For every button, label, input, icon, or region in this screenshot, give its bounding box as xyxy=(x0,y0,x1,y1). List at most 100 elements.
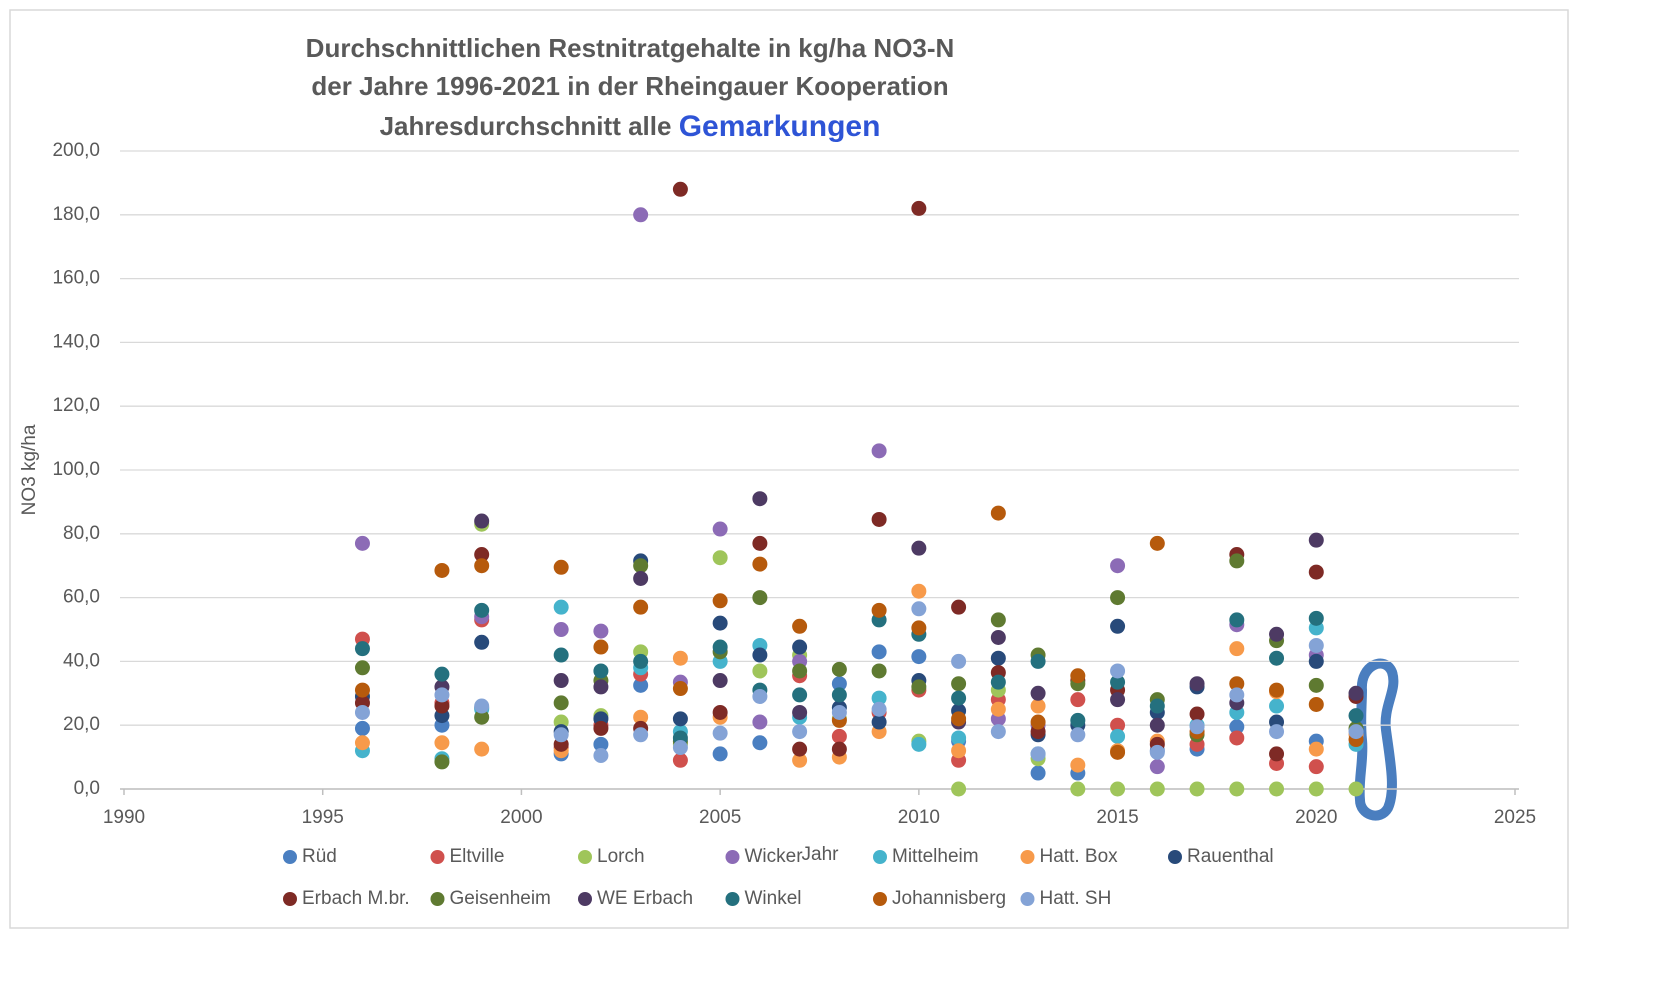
data-point xyxy=(990,505,1006,521)
data-point xyxy=(911,620,927,636)
legend-label: WE Erbach xyxy=(597,888,693,909)
data-point xyxy=(593,720,609,736)
data-point xyxy=(831,704,847,720)
data-point xyxy=(633,558,649,574)
data-point xyxy=(672,711,688,727)
data-point xyxy=(712,704,728,720)
data-point xyxy=(593,623,609,639)
data-point xyxy=(911,200,927,216)
legend-label: Eltville xyxy=(450,846,505,867)
data-point xyxy=(712,521,728,537)
data-point xyxy=(633,677,649,693)
data-point xyxy=(1189,781,1205,797)
x-tick-label: 1990 xyxy=(103,807,145,828)
legend-label: Hatt. SH xyxy=(1040,888,1112,909)
y-tick-label: 40,0 xyxy=(63,650,100,671)
data-point xyxy=(1269,698,1285,714)
data-point xyxy=(1110,692,1126,708)
data-point xyxy=(712,725,728,741)
data-point xyxy=(633,727,649,743)
data-point xyxy=(712,615,728,631)
legend-marker xyxy=(430,850,445,864)
data-point xyxy=(951,653,967,669)
data-point xyxy=(1030,765,1046,781)
data-point xyxy=(1189,676,1205,692)
data-point xyxy=(474,558,490,574)
data-point xyxy=(990,629,1006,645)
data-point xyxy=(1348,724,1364,740)
data-point xyxy=(831,676,847,692)
chart-frame xyxy=(9,9,1569,929)
data-point xyxy=(354,735,370,751)
data-point xyxy=(434,698,450,714)
data-point xyxy=(1110,674,1126,690)
data-point xyxy=(354,682,370,698)
data-point xyxy=(633,653,649,669)
data-point xyxy=(712,550,728,566)
data-point xyxy=(1348,708,1364,724)
data-point xyxy=(1149,717,1165,733)
data-point xyxy=(354,535,370,551)
data-point xyxy=(1229,687,1245,703)
data-point xyxy=(911,736,927,752)
data-point xyxy=(831,687,847,703)
data-point xyxy=(553,599,569,615)
legend-marker xyxy=(578,850,592,864)
data-point xyxy=(1070,727,1086,743)
data-point xyxy=(672,681,688,697)
data-point xyxy=(553,559,569,575)
data-point xyxy=(434,754,450,770)
data-point xyxy=(1308,781,1324,797)
x-axis-label: Jahr xyxy=(802,844,840,865)
legend-marker xyxy=(1020,850,1035,864)
data-point xyxy=(1229,553,1245,569)
x-tick-label: 2020 xyxy=(1295,807,1337,828)
data-point xyxy=(434,735,450,751)
chart-title: der Jahre 1996-2021 in der Rheingauer Ko… xyxy=(311,71,948,101)
y-tick-label: 140,0 xyxy=(52,331,100,352)
data-point xyxy=(633,570,649,586)
x-tick-label: 1995 xyxy=(302,807,344,828)
y-tick-label: 180,0 xyxy=(52,204,100,225)
data-point xyxy=(911,583,927,599)
data-point xyxy=(990,724,1006,740)
data-point xyxy=(1308,741,1324,757)
data-point xyxy=(553,622,569,637)
data-point xyxy=(1269,650,1285,666)
data-point xyxy=(1110,618,1126,634)
x-tick-label: 2025 xyxy=(1494,807,1536,828)
data-point xyxy=(792,741,808,757)
y-tick-label: 200,0 xyxy=(52,140,100,161)
legend-label: Geisenheim xyxy=(450,888,551,909)
data-point xyxy=(474,634,490,650)
data-point xyxy=(1308,653,1324,669)
data-point xyxy=(1229,719,1245,735)
legend-label: Winkel xyxy=(745,888,802,909)
data-point xyxy=(831,661,847,677)
data-point xyxy=(712,673,728,689)
data-point xyxy=(593,639,609,655)
data-point xyxy=(1070,712,1086,728)
data-point xyxy=(752,688,768,704)
data-point xyxy=(1030,746,1046,762)
data-point xyxy=(1030,685,1046,701)
data-point xyxy=(553,647,569,663)
data-point xyxy=(831,728,847,744)
y-tick-label: 80,0 xyxy=(63,523,100,544)
data-point xyxy=(752,590,768,606)
data-point xyxy=(672,181,688,197)
data-point xyxy=(1229,730,1245,746)
data-point xyxy=(593,748,609,764)
data-point xyxy=(871,511,887,527)
data-point xyxy=(1070,757,1086,773)
data-point xyxy=(712,593,728,609)
data-point xyxy=(1149,744,1165,760)
data-point xyxy=(752,714,768,730)
legend-marker xyxy=(873,892,887,906)
data-point xyxy=(911,679,927,695)
legend-marker xyxy=(283,850,297,864)
data-point xyxy=(474,513,490,529)
data-point xyxy=(1149,781,1165,797)
data-point xyxy=(633,207,649,223)
